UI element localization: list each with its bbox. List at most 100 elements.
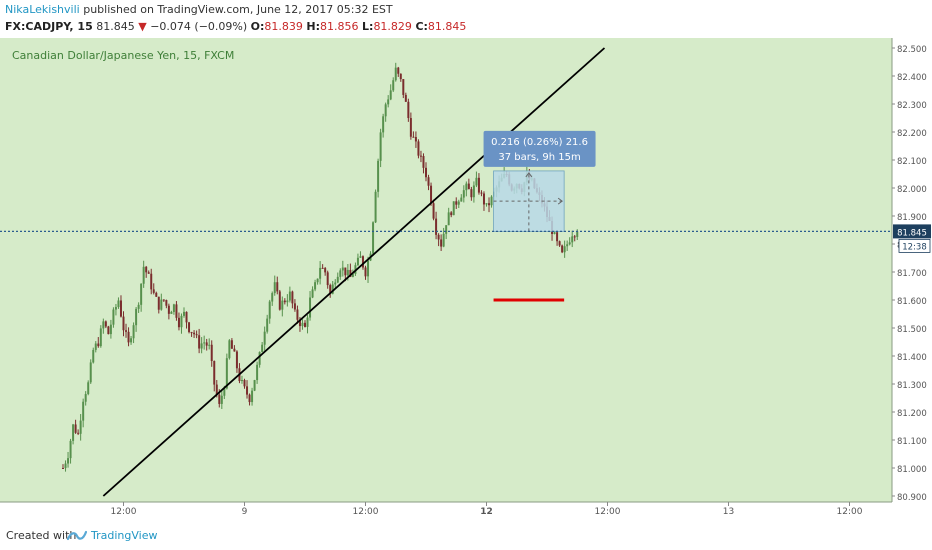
candle-body xyxy=(248,394,251,403)
candle-body xyxy=(488,203,491,206)
candle-body xyxy=(485,203,488,205)
candle-body xyxy=(190,332,193,334)
candle-body xyxy=(263,331,266,345)
candle-body xyxy=(561,245,564,253)
candle-body xyxy=(477,177,480,193)
open-value: 81.839 xyxy=(264,20,303,33)
candle-body xyxy=(427,177,430,186)
candle-body xyxy=(566,244,569,247)
candle-body xyxy=(135,308,138,326)
candle-body xyxy=(67,458,70,464)
candle-body xyxy=(157,296,160,310)
candle-body xyxy=(417,141,420,156)
candle-body xyxy=(576,231,579,237)
candle-body xyxy=(482,193,485,205)
candle-body xyxy=(155,292,158,297)
candle-body xyxy=(422,156,425,168)
candle-body xyxy=(99,328,102,347)
candle-body xyxy=(180,315,183,328)
candle-body xyxy=(367,260,370,277)
candle-body xyxy=(130,338,133,343)
candle-body xyxy=(298,319,301,327)
y-tick-label: 81.200 xyxy=(897,409,927,419)
candle-body xyxy=(271,293,274,302)
candle-body xyxy=(286,300,289,303)
close-label: C: xyxy=(415,20,428,33)
y-tick-label: 81.700 xyxy=(897,269,927,279)
x-axis-ticks: 12:00 9 12:00 12 12:00 13 12:00 xyxy=(111,502,863,517)
chart-title: Canadian Dollar/Japanese Yen, 15, FXCM xyxy=(12,49,234,62)
author-link[interactable]: NikaLekishvili xyxy=(5,3,80,16)
candle-body xyxy=(240,380,243,382)
candle-body xyxy=(334,282,337,285)
candle-body xyxy=(336,276,339,283)
candle-body xyxy=(309,297,312,318)
candle-body xyxy=(185,311,188,323)
candle-body xyxy=(246,386,249,395)
candle-body xyxy=(147,272,150,274)
current-price-value: 81.845 xyxy=(897,228,927,238)
candle-body xyxy=(198,335,201,349)
candle-body xyxy=(117,300,120,308)
trendline[interactable] xyxy=(102,47,606,497)
y-tick-label: 82.100 xyxy=(897,157,927,167)
candle-body xyxy=(460,197,463,202)
candle-body xyxy=(346,269,349,276)
symbol-info: FX:CADJPY, 15 81.845 ▼ −0.074 (−0.09%) O… xyxy=(5,20,466,33)
candle-body xyxy=(205,342,208,346)
candle-body xyxy=(193,332,196,335)
y-tick-label: 82.400 xyxy=(897,73,927,83)
change-arrow-icon: ▼ xyxy=(138,20,147,33)
candle-body xyxy=(326,272,329,286)
candle-body xyxy=(281,300,284,310)
candle-body xyxy=(440,239,443,247)
candle-body xyxy=(243,380,246,387)
candle-body xyxy=(389,90,392,100)
candle-body xyxy=(470,189,473,198)
time-scale[interactable] xyxy=(0,502,892,520)
x-tick-label: 9 xyxy=(242,507,248,517)
candle-body xyxy=(69,440,72,459)
high-label: H: xyxy=(306,20,321,33)
candle-body xyxy=(142,266,145,284)
candle-body xyxy=(62,468,64,469)
created-with-text: Created with xyxy=(6,529,77,542)
y-tick-label: 81.300 xyxy=(897,381,927,391)
candle-body xyxy=(251,390,254,403)
y-tick-label: 81.400 xyxy=(897,353,927,363)
price-chart[interactable]: 82.500 82.400 82.300 82.200 82.100 82.000 81.9… xyxy=(0,38,932,520)
y-tick-label: 81.500 xyxy=(897,325,927,335)
y-tick-label: 82.300 xyxy=(897,101,927,111)
low-value: 81.829 xyxy=(373,20,412,33)
candle-body xyxy=(384,104,387,117)
candle-body xyxy=(402,79,405,95)
candle-body xyxy=(450,212,453,216)
candle-body xyxy=(74,424,77,433)
candle-body xyxy=(404,94,407,102)
candle-body xyxy=(167,305,170,314)
plot-background xyxy=(0,38,892,502)
candle-body xyxy=(351,273,354,277)
candle-body xyxy=(215,384,218,395)
candle-body xyxy=(114,307,117,310)
candle-body xyxy=(77,432,80,434)
candle-body xyxy=(349,269,352,277)
candle-body xyxy=(301,322,304,327)
tradingview-brand[interactable]: TradingView xyxy=(91,529,158,542)
price-scale[interactable] xyxy=(892,38,932,502)
candle-body xyxy=(430,185,433,204)
y-tick-label: 80.900 xyxy=(897,493,927,503)
candle-body xyxy=(344,267,347,276)
candle-body xyxy=(64,463,67,469)
candle-body xyxy=(311,289,314,298)
x-tick-label: 12:00 xyxy=(353,507,379,517)
chart-header: NikaLekishvili published on TradingView.… xyxy=(0,0,932,38)
candle-body xyxy=(409,118,412,137)
drawings: 0.216 (0.26%) 21.6 37 bars, 9h 15m 81.845 1… xyxy=(0,47,931,497)
candle-body xyxy=(306,317,309,327)
candle-body xyxy=(432,203,435,219)
candle-body xyxy=(145,266,148,273)
candle-body xyxy=(457,201,460,205)
candle-body xyxy=(293,303,296,310)
candle-body xyxy=(314,282,317,290)
